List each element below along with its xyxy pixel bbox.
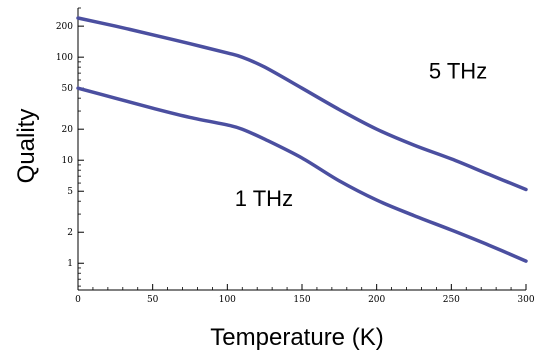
y-tick-label: 100 xyxy=(56,53,73,63)
series-line-0 xyxy=(76,16,528,192)
x-tick-label: 0 xyxy=(75,295,81,305)
y-tick-label: 200 xyxy=(56,22,73,32)
y-tick-label: 2 xyxy=(67,228,73,238)
axes: 0 50 100 150 200 250 300 1 2 5 10 20 50 100 200 xyxy=(56,7,534,305)
x-tick-label: 250 xyxy=(443,295,460,305)
x-tick-label: 200 xyxy=(368,295,385,305)
y-tick-label: 1 xyxy=(67,259,73,269)
y-tick-label: 10 xyxy=(62,156,74,166)
y-tick-label: 5 xyxy=(67,187,73,197)
chart-labels: Temperature (K) Quality 5 THz 1 THz xyxy=(13,59,487,351)
y-axis-title: Quality xyxy=(13,109,40,184)
series-label-0: 5 THz xyxy=(429,59,487,84)
y-tick-label: 50 xyxy=(62,84,74,94)
series-lines xyxy=(76,16,528,263)
x-tick-label: 300 xyxy=(517,295,534,305)
x-tick-label: 100 xyxy=(219,295,236,305)
y-tick-label: 20 xyxy=(62,125,74,135)
x-tick-label: 150 xyxy=(293,295,310,305)
x-tick-label: 50 xyxy=(147,295,159,305)
series-label-1: 1 THz xyxy=(235,186,293,211)
x-axis-title: Temperature (K) xyxy=(210,324,383,351)
series-line-1 xyxy=(76,86,528,263)
